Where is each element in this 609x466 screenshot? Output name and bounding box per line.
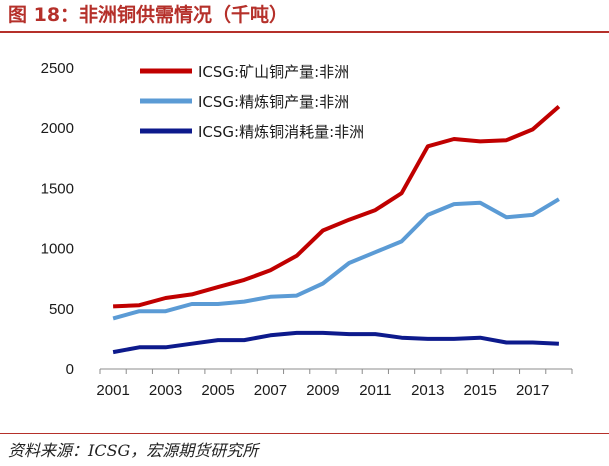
title-underline bbox=[0, 31, 609, 33]
y-tick-label: 2500 bbox=[41, 60, 74, 77]
y-tick-label: 500 bbox=[49, 301, 74, 318]
legend-label-2: ICSG:精炼铜产量:非洲 bbox=[198, 93, 349, 111]
x-axis-ticks bbox=[99, 369, 573, 374]
figure-title: 图 18：非洲铜供需情况（千吨） bbox=[8, 4, 289, 26]
legend-label-1: ICSG:矿山铜产量:非洲 bbox=[198, 63, 349, 81]
y-tick-label: 1500 bbox=[41, 180, 74, 197]
legend-label-3: ICSG:精炼铜消耗量:非洲 bbox=[198, 123, 364, 141]
y-axis-tick-labels: 0 500 1000 1500 2000 2500 bbox=[41, 60, 74, 378]
x-tick-label: 2001 bbox=[96, 382, 129, 399]
x-axis-tick-labels: 2001 2003 2005 2007 2009 2011 2013 2015 2017 bbox=[96, 382, 549, 399]
x-tick-label: 2017 bbox=[516, 382, 549, 399]
line-chart: 0 500 1000 1500 2000 2500 2001 2003 2005 2007 200… bbox=[0, 34, 609, 432]
y-tick-label: 0 bbox=[66, 361, 74, 378]
legend: ICSG:矿山铜产量:非洲 ICSG:精炼铜产量:非洲 ICSG:精炼铜消耗量:非洲 bbox=[140, 63, 364, 141]
x-tick-label: 2011 bbox=[359, 382, 391, 399]
x-tick-label: 2009 bbox=[306, 382, 339, 399]
x-tick-label: 2015 bbox=[464, 382, 497, 399]
x-tick-label: 2007 bbox=[254, 382, 287, 399]
series-line-2 bbox=[112, 197, 560, 321]
x-tick-label: 2003 bbox=[149, 382, 182, 399]
x-tick-label: 2013 bbox=[411, 382, 444, 399]
series-lines bbox=[112, 104, 561, 355]
series-line-1 bbox=[113, 104, 561, 309]
x-tick-label: 2005 bbox=[201, 382, 234, 399]
source-note: 资料来源：ICSG，宏源期货研究所 bbox=[8, 441, 259, 460]
y-tick-label: 2000 bbox=[41, 120, 74, 137]
y-tick-label: 1000 bbox=[41, 241, 74, 258]
series-line-3 bbox=[112, 330, 559, 355]
source-divider bbox=[0, 433, 609, 434]
